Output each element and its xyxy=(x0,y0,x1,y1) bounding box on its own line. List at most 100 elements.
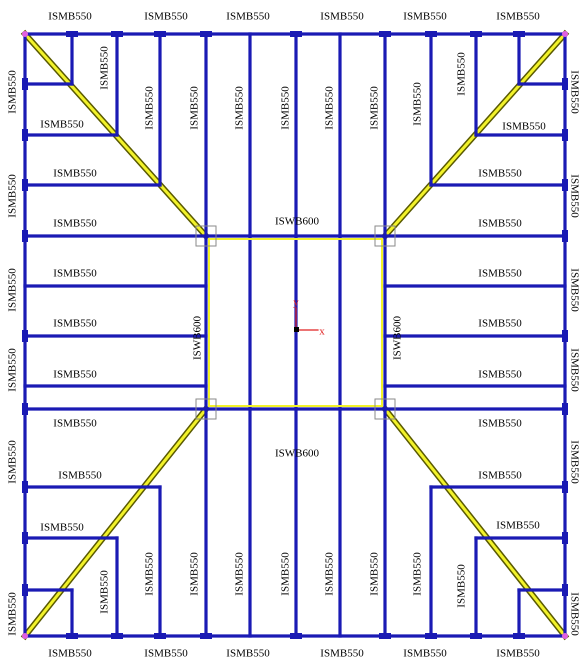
label-bottom-1: ISMB550 xyxy=(48,648,92,659)
pin-bottom-8 xyxy=(470,633,482,639)
label-left-row-6: ISMB550 xyxy=(53,369,97,381)
coordinate-axis-icon xyxy=(294,307,319,332)
pin-right-2 xyxy=(562,129,568,141)
label-left-edge-3: ISMB550 xyxy=(7,268,19,312)
pin-left-8 xyxy=(22,532,28,544)
pin-left-6 xyxy=(22,403,28,415)
label-top-4: ISMB550 xyxy=(320,11,364,23)
pin-top-8 xyxy=(470,31,482,37)
pin-right-3 xyxy=(562,179,568,191)
label-right-row-1: ISMB550 xyxy=(502,121,546,133)
pin-bottom-3 xyxy=(154,633,166,639)
pin-top-1 xyxy=(66,31,78,37)
label-bottom-4: ISMB550 xyxy=(320,648,364,659)
label-vertical-bottom-1: ISMB550 xyxy=(99,570,111,614)
label-bottom-3: ISMB550 xyxy=(226,648,270,659)
pin-top-7 xyxy=(425,31,437,37)
label-left-row-9: ISMB550 xyxy=(40,522,84,534)
label-bottom-2: ISMB550 xyxy=(144,648,188,659)
label-left-edge-4: ISMB550 xyxy=(7,348,19,392)
label-vertical-top-3: ISMB550 xyxy=(189,86,201,130)
label-right-edge-6: ISMB550 xyxy=(568,592,579,636)
label-bottom-6: ISMB550 xyxy=(496,648,540,659)
brace-3 xyxy=(22,406,209,639)
label-core-bottom: ISWB600 xyxy=(275,448,320,460)
label-vertical-top-6: ISMB550 xyxy=(324,86,336,130)
label-vertical-top-5: ISMB550 xyxy=(280,86,292,130)
label-top-1: ISMB550 xyxy=(48,11,92,23)
corner-pin-4 xyxy=(562,633,568,639)
label-top-3: ISMB550 xyxy=(226,11,270,23)
pin-bottom-5 xyxy=(290,633,302,639)
pin-left-7 xyxy=(22,481,28,493)
pin-left-3 xyxy=(22,179,28,191)
label-right-row-2: ISMB550 xyxy=(478,168,522,180)
label-left-edge-6: ISMB550 xyxy=(7,592,19,636)
label-left-row-1: ISMB550 xyxy=(40,119,84,131)
label-right-edge-3: ISMB550 xyxy=(568,268,579,312)
pin-left-5 xyxy=(22,330,28,342)
label-right-row-9: ISMB550 xyxy=(496,520,540,532)
label-left-row-5: ISMB550 xyxy=(53,318,97,330)
corner-pin-3 xyxy=(22,633,28,639)
pin-right-6 xyxy=(562,403,568,415)
label-left-edge-2: ISMB550 xyxy=(7,174,19,218)
column-boxes xyxy=(195,225,396,420)
label-vertical-bottom-8: ISMB550 xyxy=(412,552,424,596)
label-vertical-bottom-5: ISMB550 xyxy=(280,552,292,596)
pin-right-7 xyxy=(562,481,568,493)
label-vertical-bottom-2: ISMB550 xyxy=(144,552,156,596)
axis-x-label: x xyxy=(319,326,325,338)
label-vertical-top-4: ISMB550 xyxy=(234,86,246,130)
label-right-row-3: ISMB550 xyxy=(478,218,522,230)
pin-bottom-9 xyxy=(513,633,525,639)
label-left-row-4: ISMB550 xyxy=(53,268,97,280)
label-core-top: ISWB600 xyxy=(275,216,320,228)
column-box-3 xyxy=(195,398,217,420)
label-right-edge-2: ISMB550 xyxy=(568,174,579,218)
label-left-edge-1: ISMB550 xyxy=(7,70,19,114)
label-vertical-top-7: ISMB550 xyxy=(369,86,381,130)
label-left-row-2: ISMB550 xyxy=(53,168,97,180)
label-vertical-top-8: ISMB550 xyxy=(412,82,424,126)
pin-top-2 xyxy=(111,31,123,37)
axis-y-label: y xyxy=(293,297,299,309)
pin-left-9 xyxy=(22,584,28,596)
pin-top-3 xyxy=(154,31,166,37)
label-right-row-7: ISMB550 xyxy=(478,418,522,430)
pin-right-8 xyxy=(562,532,568,544)
brace-4 xyxy=(382,406,568,639)
pin-left-1 xyxy=(22,78,28,90)
label-vertical-bottom-9: ISMB550 xyxy=(456,564,468,608)
pin-right-9 xyxy=(562,584,568,596)
column-box-4 xyxy=(374,398,396,420)
corner-pin-2 xyxy=(562,31,568,37)
label-left-edge-5: ISMB550 xyxy=(7,440,19,484)
pin-right-1 xyxy=(562,78,568,90)
pin-top-5 xyxy=(290,31,302,37)
pin-right-4 xyxy=(562,230,568,242)
pin-left-4 xyxy=(22,230,28,242)
support-pins xyxy=(22,31,568,639)
label-top-2: ISMB550 xyxy=(144,11,188,23)
label-vertical-top-9: ISMB550 xyxy=(456,52,468,96)
pin-top-9 xyxy=(513,31,525,37)
column-box-1 xyxy=(195,225,217,247)
label-vertical-bottom-6: ISMB550 xyxy=(324,552,336,596)
label-right-edge-1: ISMB550 xyxy=(568,70,579,114)
beam-labels: x y ISMB550 ISMB550 ISMB550 ISMB550 ISMB550 ISM… xyxy=(7,11,579,659)
label-right-edge-4: ISMB550 xyxy=(568,348,579,392)
label-right-row-6: ISMB550 xyxy=(478,369,522,381)
pin-bottom-4 xyxy=(200,633,212,639)
pin-right-5 xyxy=(562,330,568,342)
label-top-6: ISMB550 xyxy=(496,11,540,23)
column-box-2 xyxy=(374,225,396,247)
pin-top-6 xyxy=(379,31,391,37)
pin-bottom-1 xyxy=(66,633,78,639)
label-right-edge-5: ISMB550 xyxy=(568,440,579,484)
label-left-row-3: ISMB550 xyxy=(53,218,97,230)
label-vertical-top-1: ISMB550 xyxy=(99,46,111,90)
label-right-row-5: ISMB550 xyxy=(478,318,522,330)
pin-bottom-6 xyxy=(379,633,391,639)
label-vertical-bottom-4: ISMB550 xyxy=(234,552,246,596)
